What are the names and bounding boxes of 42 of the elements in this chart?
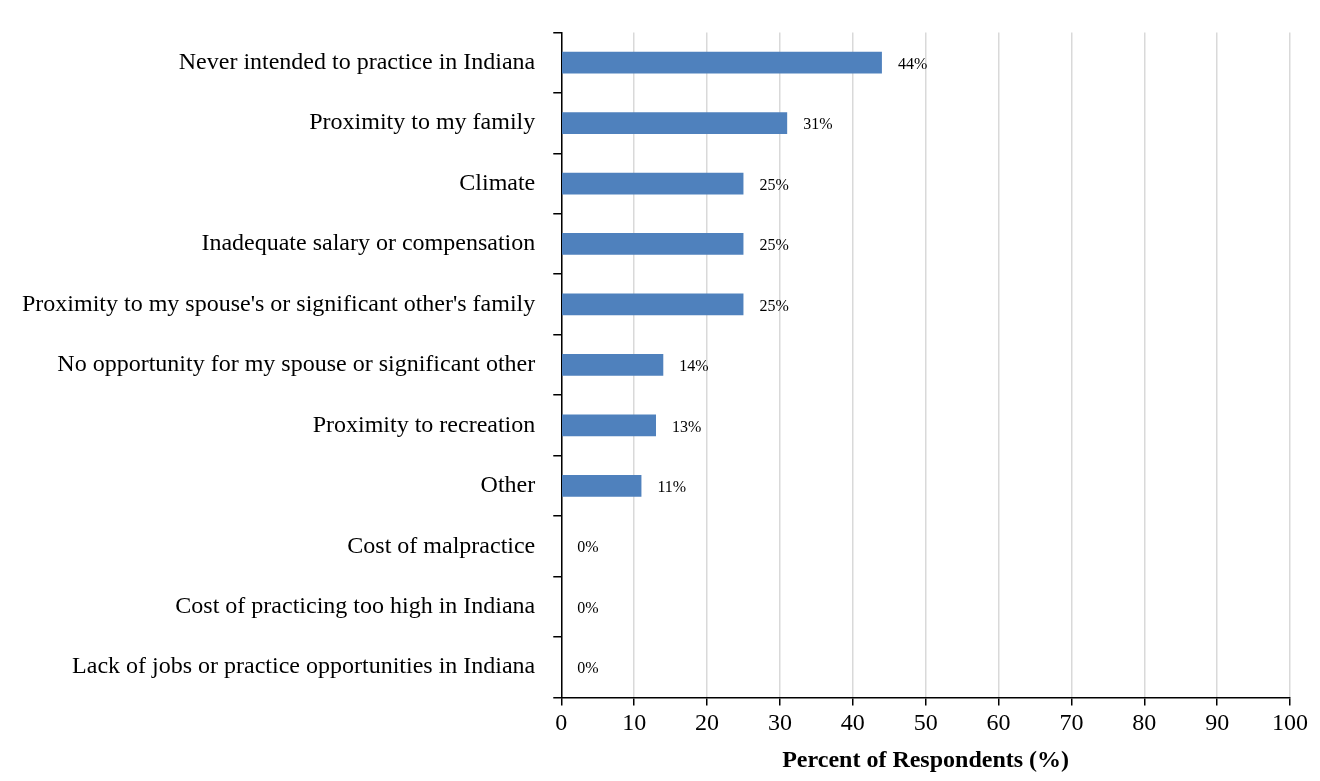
data-label: 0%	[577, 598, 599, 616]
x-tick-label: 30	[767, 709, 792, 736]
y-tick-label: Cost of malpractice	[347, 531, 536, 558]
bar	[562, 233, 744, 255]
y-tick-label: Inadequate salary or compensation	[201, 229, 536, 256]
bar	[562, 414, 656, 437]
data-label: 25%	[759, 236, 789, 254]
y-tick-label: Cost of practicing too high in Indiana	[175, 592, 536, 619]
data-label: 14%	[679, 357, 709, 375]
data-label: 25%	[759, 296, 789, 314]
x-tick-label: 60	[986, 709, 1011, 736]
y-tick-label: Proximity to my spouse's or significant other's family	[21, 289, 536, 316]
y-tick-label: No opportunity for my spouse or significant other	[57, 350, 536, 377]
y-tick-label: Proximity to recreation	[312, 410, 536, 437]
bar	[562, 293, 744, 316]
x-tick-label: 0	[555, 709, 568, 736]
y-tick-label: Other	[480, 471, 536, 498]
x-tick-label: 80	[1132, 709, 1157, 736]
y-tick-label: Never intended to practice in Indiana	[178, 47, 536, 74]
data-label: 44%	[897, 54, 928, 72]
y-tick-label: Proximity to my family	[309, 108, 536, 135]
data-label: 11%	[657, 478, 687, 496]
x-tick-label: 50	[913, 709, 938, 736]
data-label: 0%	[577, 659, 599, 677]
x-axis-title: Percent of Respondents (%)	[782, 745, 1070, 772]
x-tick-label: 90	[1205, 709, 1230, 736]
data-label: 13%	[672, 417, 702, 435]
data-label: 31%	[803, 115, 833, 133]
data-label: 25%	[759, 175, 789, 193]
x-tick-label: 100	[1272, 709, 1308, 736]
y-tick-label: Lack of jobs or practice opportunities in Indiana	[72, 652, 536, 679]
x-tick-label: 70	[1059, 709, 1084, 736]
bar	[562, 112, 788, 134]
x-tick-label: 40	[840, 709, 865, 736]
x-tick-label: 10	[622, 709, 647, 736]
bar	[562, 474, 642, 497]
x-tick-label: 20	[695, 709, 720, 736]
bar	[562, 172, 744, 195]
bar	[562, 354, 664, 376]
bar	[562, 51, 882, 74]
y-tick-label: Climate	[459, 168, 536, 195]
data-label: 0%	[577, 538, 599, 556]
